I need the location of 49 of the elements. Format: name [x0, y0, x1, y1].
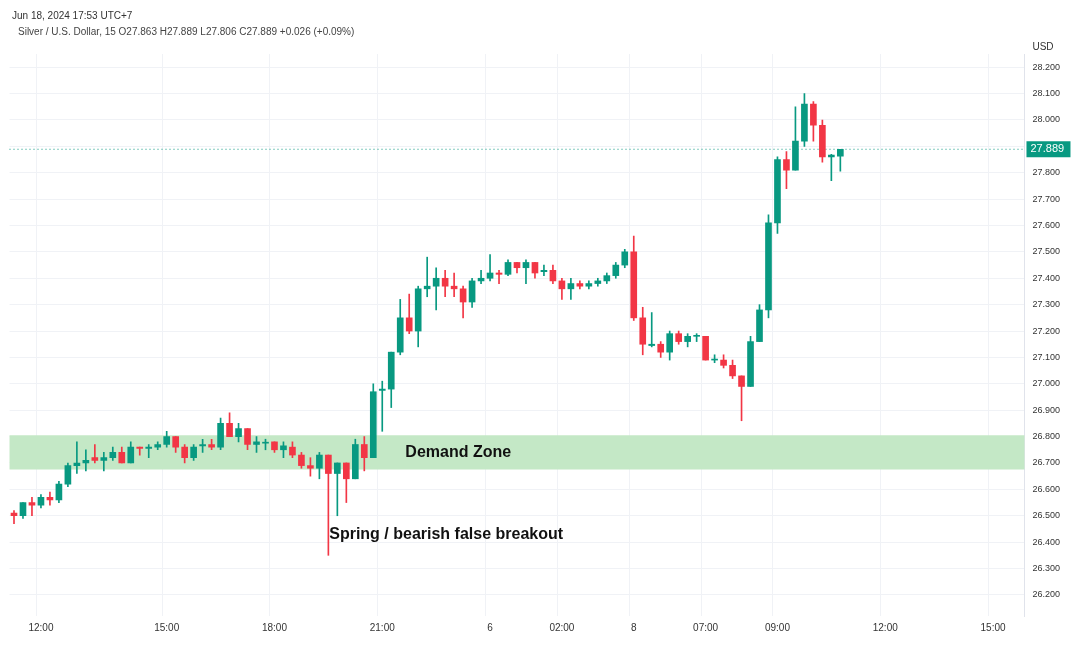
x-tick-label: 6	[487, 621, 494, 633]
y-tick-label: 28.200	[1032, 61, 1060, 72]
y-tick-label: 27.100	[1032, 351, 1060, 362]
x-tick-label: 09:00	[764, 621, 791, 633]
y-tick-label: 26.200	[1032, 589, 1060, 600]
candlestick	[486, 254, 494, 282]
y-tick-label: 28.000	[1032, 114, 1060, 125]
candlestick	[495, 270, 503, 284]
x-tick-label: 12:00	[872, 621, 899, 633]
band-label: Demand Zone	[405, 442, 512, 460]
y-tick-label: 27.200	[1032, 325, 1060, 336]
x-tick-label: 21:00	[369, 621, 396, 633]
y-tick-label: 27.700	[1032, 193, 1060, 204]
x-tick-label: 15:00	[980, 621, 1006, 633]
chart-title: Silver / U.S. Dollar, 15 O27.863 H27.889 L27.806 C27.889 +0.026 (+0.09%)	[17, 25, 356, 39]
candlestick	[432, 267, 440, 311]
y-tick-label: 27.400	[1032, 272, 1060, 283]
x-tick-label: 07:00	[693, 621, 719, 633]
x-tick-label: 15:00	[154, 621, 180, 633]
candlestick	[540, 264, 548, 276]
y-tick-label: 27.800	[1032, 167, 1060, 178]
candlestick	[145, 444, 153, 459]
candlestick	[91, 444, 99, 464]
y-tick-label: 27.600	[1032, 219, 1060, 230]
y-tick-label: 26.700	[1032, 457, 1060, 468]
candlestick	[423, 256, 431, 298]
candlestick	[378, 380, 386, 432]
ref-line-label: 27.889	[1030, 142, 1065, 155]
y-tick-label: 26.500	[1032, 510, 1060, 521]
annotation: Spring / bearish false breakout	[329, 524, 564, 542]
y-axis-title: USD	[1032, 40, 1054, 52]
y-tick-label: 27.500	[1032, 246, 1060, 257]
y-tick-label: 26.300	[1032, 562, 1060, 573]
y-tick-label: 28.100	[1032, 88, 1060, 99]
y-tick-label: 26.900	[1032, 404, 1060, 415]
y-tick-label: 26.400	[1032, 536, 1060, 547]
x-tick-label: 12:00	[28, 621, 54, 633]
y-tick-label: 27.300	[1032, 299, 1060, 310]
y-tick-label: 26.600	[1032, 483, 1060, 494]
chart-subtitle: Jun 18, 2024 17:53 UTC+7	[11, 9, 134, 23]
candlestick	[648, 312, 656, 348]
y-tick-label: 26.800	[1032, 431, 1060, 442]
y-tick-label: 27.000	[1032, 378, 1060, 389]
candlestick	[522, 259, 530, 284]
x-tick-label: 02:00	[549, 621, 575, 633]
x-tick-label: 18:00	[261, 621, 288, 633]
candlestick	[100, 452, 108, 472]
x-tick-label: 8	[630, 621, 637, 633]
candlestick	[28, 496, 36, 517]
